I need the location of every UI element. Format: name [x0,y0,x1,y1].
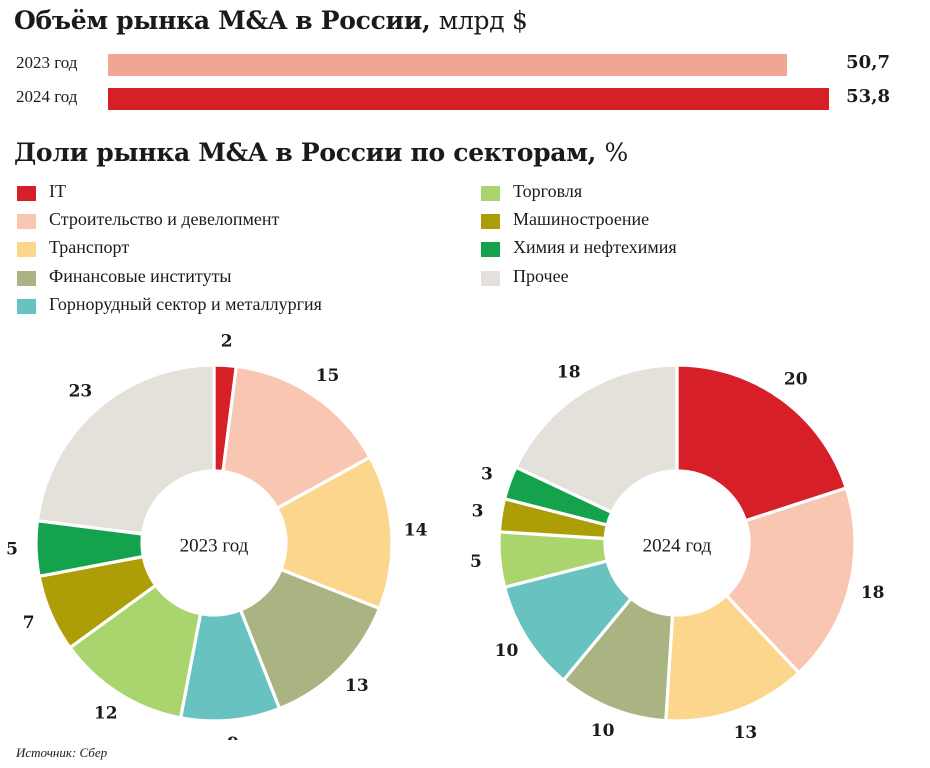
donut-slice [724,486,857,675]
slice-value-label: 7 [23,613,35,633]
slice-value-label: 13 [734,723,758,740]
legend-swatch [17,298,36,314]
bar [108,88,829,110]
slice-value-label: 9 [227,734,239,740]
donut-slice [221,364,372,510]
bar-value-label: 53,8 [846,86,890,107]
legend-label: Горнорудный сектор и металлургия [49,293,322,314]
legend-label: Химия и нефтехимия [513,237,677,258]
donut-slice [68,583,203,720]
bar-category-label: 2023 год [16,53,78,72]
slice-value-label: 20 [784,370,808,390]
sector-donut-charts: 2 15 14 13 9 12 7 5 23 2023 год 20 18 13 10 10 5 3 3 18 202… [6,331,885,740]
donut-chart: 20 18 13 10 10 5 3 3 18 2024 год [470,362,885,740]
legend-label: Машиностроение [513,209,650,230]
source-note: Источник: Сбер [16,745,108,760]
bar-row: 2023 год 50,7 [0,50,930,80]
legend-swatch [17,214,36,230]
legend-swatch [17,186,36,201]
legend-label: Транспорт [49,237,130,258]
legend-label: Финансовые институты [49,265,232,286]
sectors-chart-title: Доли рынка M&A в России по секторам, % [14,138,628,167]
slice-value-label: 10 [495,641,519,661]
bar-category-label: 2024 год [16,87,78,106]
donut-center-label: 2023 год [180,536,249,557]
donut-center-label: 2024 год [643,536,712,557]
legend-swatch [481,214,500,230]
legend-swatch [481,242,500,258]
slice-value-label: 10 [591,721,615,740]
donut-slice [238,567,382,711]
slice-value-label: 2 [221,331,233,351]
donut-slice [35,363,216,536]
slice-value-label: 5 [6,539,18,559]
donut-slice [514,363,679,514]
bar [108,54,788,76]
slice-value-label: 3 [481,465,493,485]
legend-label: Строительство и девелопмент [49,209,280,230]
donut-chart: 2 15 14 13 9 12 7 5 23 2023 год [6,331,427,740]
slice-value-label: 23 [69,381,93,401]
legend-label: Торговля [513,181,583,201]
slice-value-label: 14 [404,520,428,540]
slice-value-label: 5 [470,552,482,572]
slice-value-label: 13 [345,676,369,696]
legend-swatch [481,186,500,201]
donut-slice [664,593,801,723]
legend-swatch [17,242,36,258]
volume-chart-unit: млрд $ [438,6,528,35]
slice-value-label: 15 [316,366,340,386]
slice-value-label: 12 [94,704,118,724]
volume-chart-title: Объём рынка M&A в России, млрд $ [14,6,528,35]
volume-chart-title-text: Объём рынка M&A в России, [14,6,431,35]
legend-swatch [481,270,500,286]
slice-value-label: 18 [557,362,581,382]
legend-swatch [17,270,36,286]
sectors-chart-title-text: Доли рынка M&A в России по секторам, [14,138,597,167]
bar-row: 2024 год 53,8 [0,84,930,114]
donut-slice [275,455,394,611]
donut-slice [675,363,848,523]
legend-label: Прочее [513,265,569,286]
slice-value-label: 18 [861,583,885,603]
slice-value-label: 3 [472,501,484,521]
bar-value-label: 50,7 [846,52,890,73]
sectors-chart-unit: % [604,138,628,167]
legend-label: IT [49,181,66,201]
